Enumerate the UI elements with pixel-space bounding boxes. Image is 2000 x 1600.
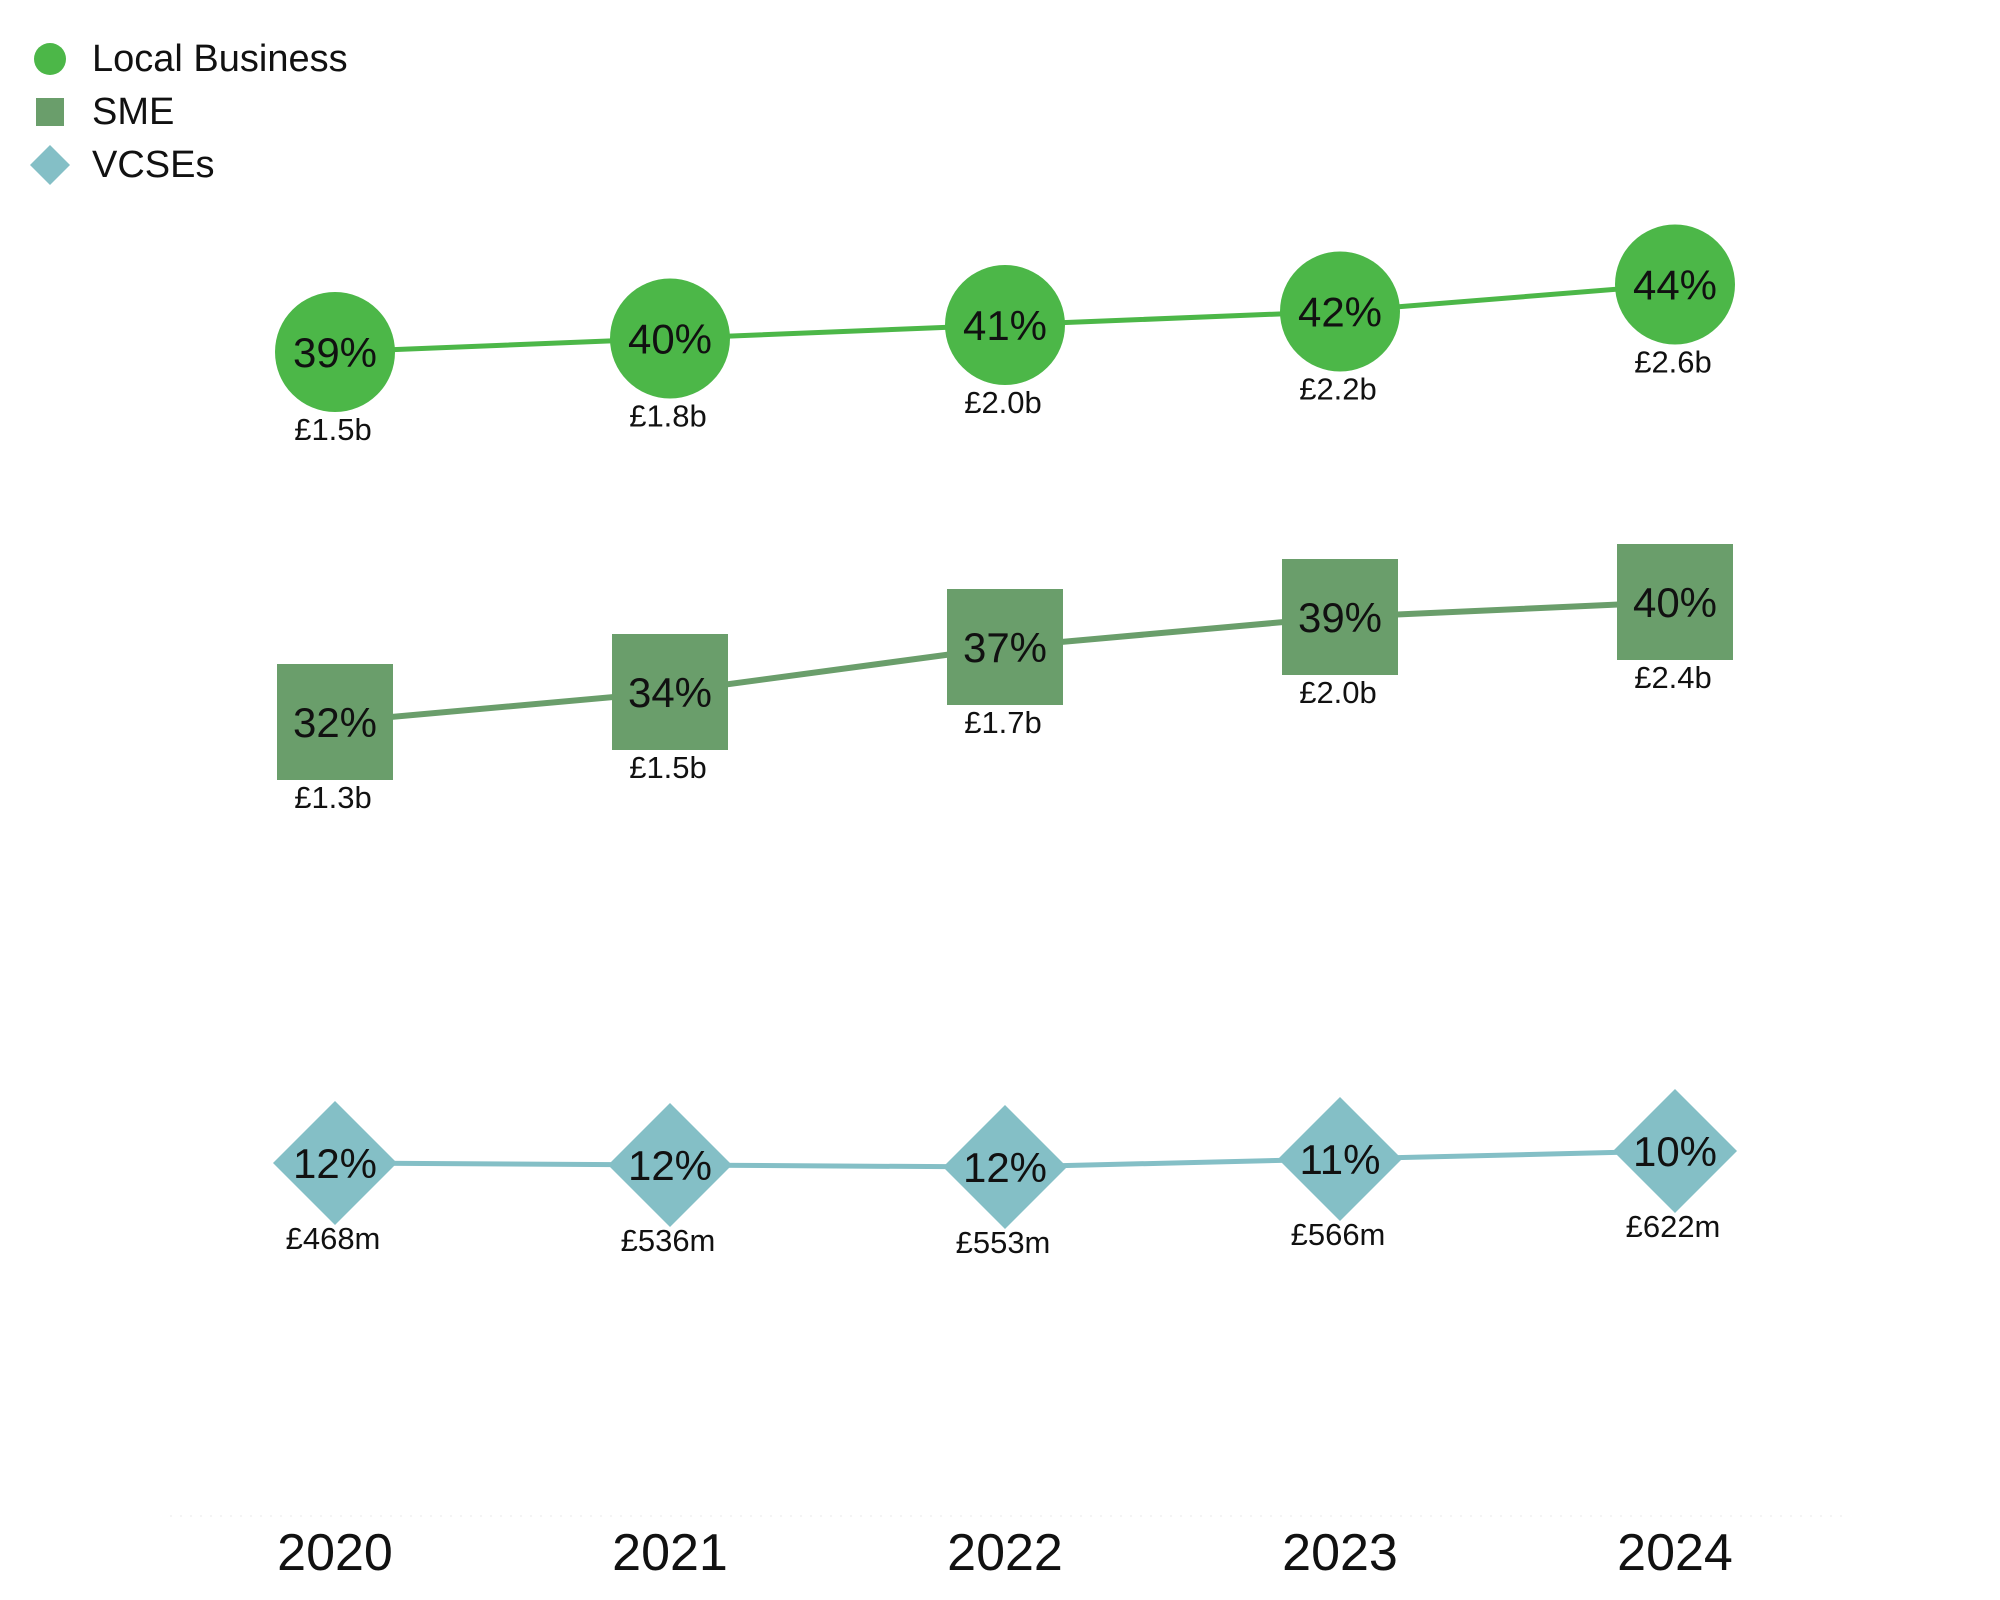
spend-label: £2.4b bbox=[1634, 660, 1712, 695]
percent-label: 32% bbox=[293, 699, 377, 746]
percent-label: 11% bbox=[1300, 1136, 1381, 1183]
spend-label: £2.2b bbox=[1299, 372, 1377, 407]
spend-label: £1.8b bbox=[629, 399, 707, 434]
legend-square-marker bbox=[36, 97, 64, 126]
percent-label: 37% bbox=[963, 624, 1047, 671]
legend-diamond-marker bbox=[30, 144, 70, 185]
spend-label: £2.0b bbox=[964, 385, 1042, 420]
x-tick-label: 2022 bbox=[947, 1524, 1063, 1582]
legend-label-sme: SME bbox=[92, 90, 175, 133]
data-point-local-business bbox=[275, 292, 395, 412]
data-point-vcses bbox=[608, 1103, 732, 1227]
percent-label: 44% bbox=[1633, 262, 1717, 309]
percent-label: 39% bbox=[1298, 594, 1382, 641]
data-point-local-business bbox=[610, 278, 730, 399]
circle-icon bbox=[34, 42, 66, 75]
spend-label: £553m bbox=[956, 1225, 1051, 1260]
legend-label-local-business: Local Business bbox=[92, 37, 348, 80]
percent-label: 40% bbox=[1633, 579, 1717, 626]
percent-label: 12% bbox=[293, 1140, 377, 1187]
data-point-sme bbox=[947, 589, 1063, 705]
spend-label: £2.0b bbox=[1299, 675, 1377, 710]
legend-item-local-business: Local Business bbox=[30, 32, 348, 85]
data-point-sme bbox=[1617, 544, 1733, 660]
legend-item-vcses: VCSEs bbox=[30, 138, 348, 191]
percent-label: 39% bbox=[293, 329, 377, 376]
data-point-vcses bbox=[943, 1105, 1067, 1229]
spend-label: £1.3b bbox=[294, 780, 372, 815]
percent-label: 41% bbox=[963, 302, 1047, 349]
data-point-sme bbox=[1282, 559, 1398, 675]
spend-label: £1.5b bbox=[294, 412, 372, 447]
spend-label: £1.5b bbox=[629, 750, 707, 785]
x-tick-label: 2021 bbox=[612, 1524, 728, 1582]
spend-label: £1.7b bbox=[964, 705, 1042, 740]
data-point-vcses bbox=[1613, 1089, 1737, 1213]
spend-label: £468m bbox=[286, 1221, 381, 1256]
x-tick-label: 2024 bbox=[1617, 1524, 1733, 1582]
data-point-local-business bbox=[1615, 224, 1735, 345]
legend-label-vcses: VCSEs bbox=[92, 143, 215, 186]
x-tick-label: 2023 bbox=[1282, 1524, 1398, 1582]
data-point-vcses bbox=[273, 1101, 397, 1225]
legend: Local Business SME VCSEs bbox=[30, 32, 348, 191]
data-point-sme bbox=[612, 634, 728, 750]
spend-label: £622m bbox=[1626, 1209, 1721, 1244]
data-point-vcses bbox=[1278, 1097, 1402, 1221]
legend-item-sme: SME bbox=[30, 85, 348, 138]
square-icon bbox=[36, 97, 64, 126]
data-point-local-business bbox=[1280, 251, 1400, 372]
percent-label: 10% bbox=[1633, 1128, 1717, 1175]
spend-label: £536m bbox=[621, 1223, 716, 1258]
percent-label: 40% bbox=[628, 316, 712, 363]
diamond-icon bbox=[30, 144, 70, 185]
spend-label: £566m bbox=[1291, 1217, 1386, 1252]
data-point-local-business bbox=[945, 265, 1065, 385]
data-point-sme bbox=[277, 664, 393, 780]
legend-circle-marker bbox=[34, 42, 66, 75]
percent-label: 34% bbox=[628, 669, 712, 716]
x-tick-label: 2020 bbox=[277, 1524, 393, 1582]
percent-label: 12% bbox=[963, 1144, 1047, 1191]
spend-label: £2.6b bbox=[1634, 345, 1712, 380]
percent-label: 12% bbox=[628, 1142, 712, 1189]
percent-label: 42% bbox=[1298, 289, 1382, 336]
